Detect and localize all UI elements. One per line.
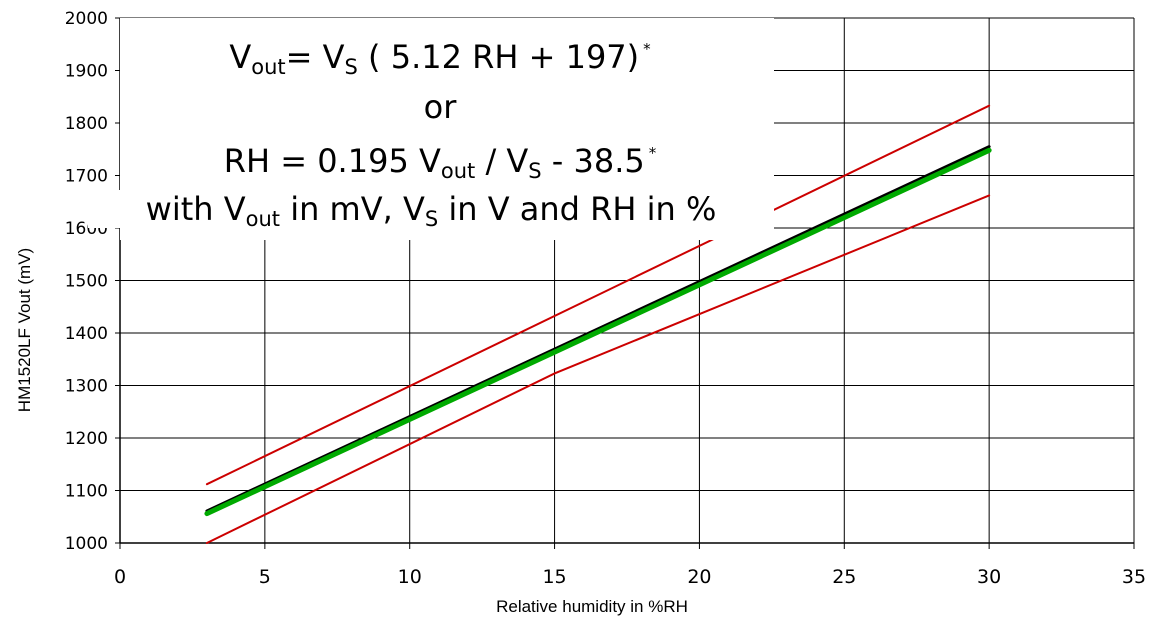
x-axis-label: Relative humidity in %RH xyxy=(496,597,688,616)
y-tick-label: 1300 xyxy=(65,377,108,397)
y-tick-label: 1100 xyxy=(65,482,108,502)
equation-line-3: RH = 0.195 Vout / VS - 38.5 * xyxy=(150,142,730,182)
series-line-1 xyxy=(205,104,991,486)
y-tick-label: 1800 xyxy=(65,114,108,134)
y-tick-label: 1900 xyxy=(65,62,108,82)
y-tick-label: 1700 xyxy=(65,167,108,187)
series-line-2 xyxy=(205,145,991,513)
equation-line-1: Vout= VS ( 5.12 RH + 197) * xyxy=(150,38,730,78)
y-tick-label: 2000 xyxy=(65,9,108,29)
x-tick-label: 35 xyxy=(1122,566,1146,588)
series-line-4 xyxy=(205,194,991,544)
series-line-3 xyxy=(204,147,992,517)
y-tick-label: 1200 xyxy=(65,429,108,449)
x-tick-label: 30 xyxy=(977,566,1001,588)
y-tick-label: 1500 xyxy=(65,272,108,292)
y-tick-label: 1000 xyxy=(65,534,108,554)
x-tick-label: 0 xyxy=(114,566,126,588)
tick-labels: 1000110012001300140015001600170018001900… xyxy=(65,9,1146,588)
x-tick-label: 5 xyxy=(259,566,271,588)
y-tick-label: 1400 xyxy=(65,324,108,344)
equation-line-2: or xyxy=(150,88,730,126)
y-axis-label: HM1520LF Vout (mV) xyxy=(15,248,34,412)
x-tick-label: 25 xyxy=(832,566,856,588)
x-tick-label: 20 xyxy=(687,566,711,588)
x-tick-label: 10 xyxy=(398,566,422,588)
equation-line-4: with Vout in mV, VS in V and RH in % xyxy=(88,190,774,230)
series xyxy=(204,104,992,544)
x-tick-label: 15 xyxy=(542,566,566,588)
